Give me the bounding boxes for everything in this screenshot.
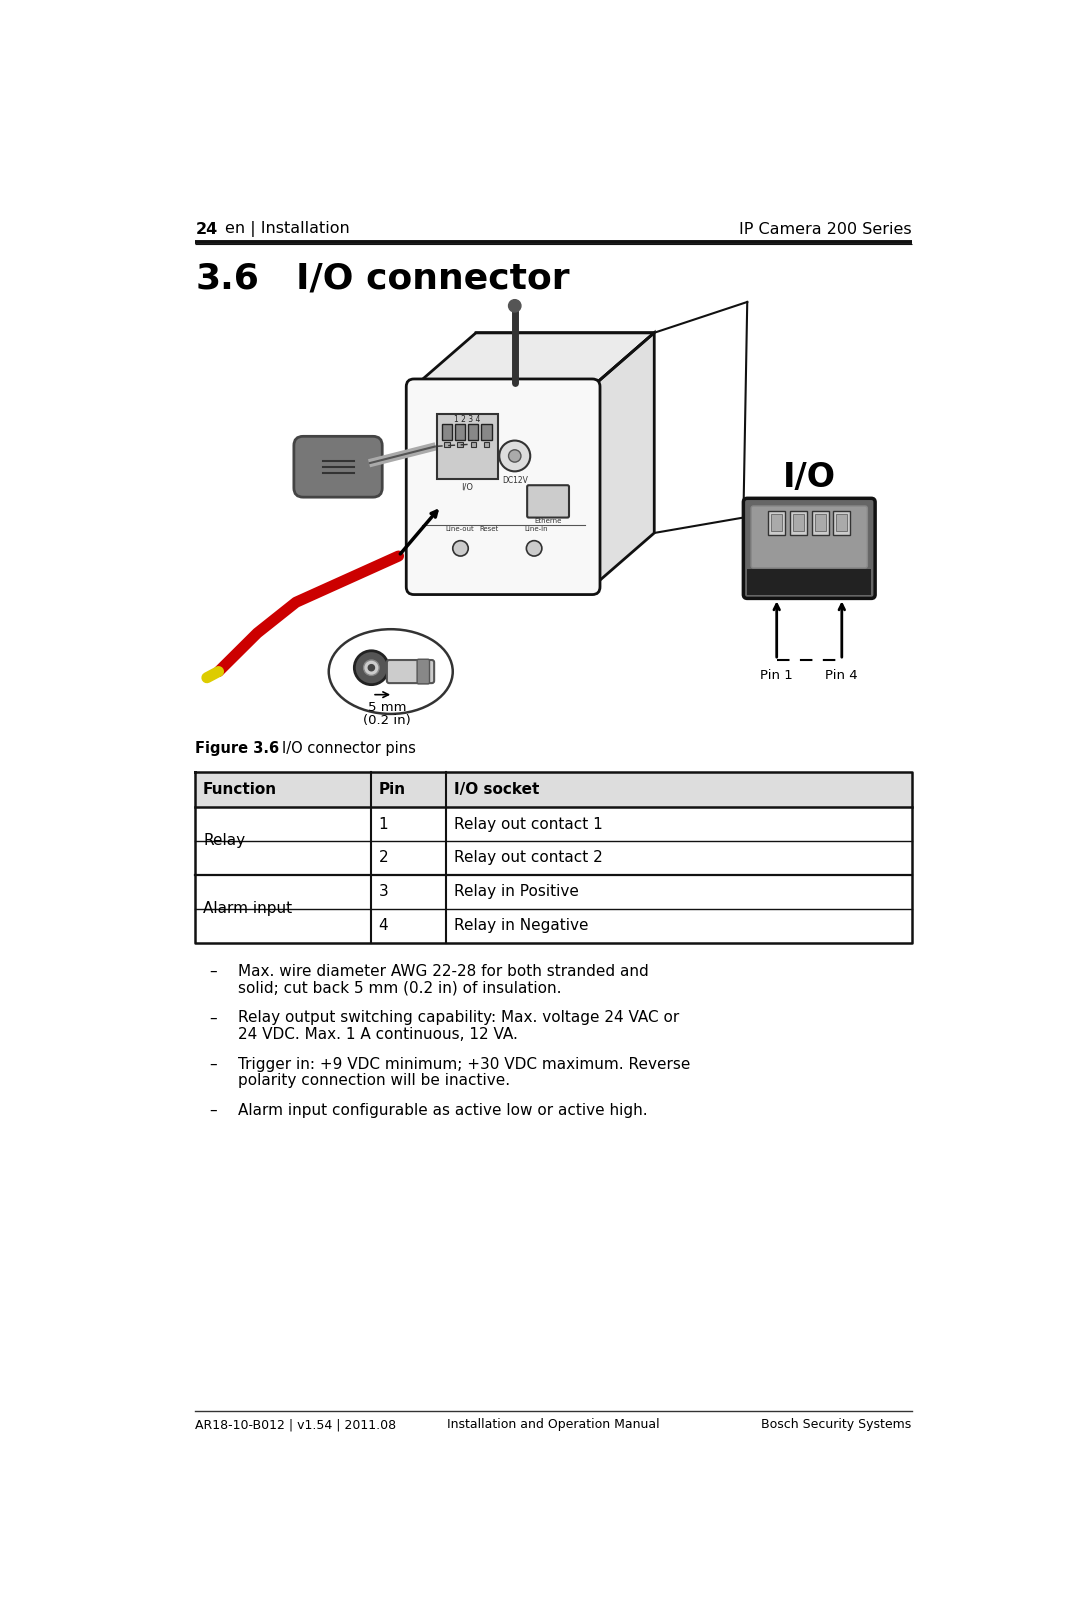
Polygon shape: [414, 333, 654, 387]
FancyBboxPatch shape: [417, 659, 430, 684]
Text: I/O socket: I/O socket: [454, 781, 539, 798]
FancyBboxPatch shape: [387, 660, 434, 683]
Text: 24 VDC. Max. 1 A continuous, 12 VA.: 24 VDC. Max. 1 A continuous, 12 VA.: [238, 1026, 517, 1042]
FancyBboxPatch shape: [751, 506, 867, 568]
Text: IP Camera 200 Series: IP Camera 200 Series: [739, 222, 912, 238]
Text: (0.2 in): (0.2 in): [363, 714, 410, 726]
Text: Alarm input configurable as active low or active high.: Alarm input configurable as active low o…: [238, 1103, 648, 1118]
Text: Figure 3.6: Figure 3.6: [195, 741, 280, 756]
Circle shape: [354, 650, 389, 684]
Bar: [444, 442, 449, 448]
Text: 5 mm: 5 mm: [367, 701, 406, 714]
Bar: [195, 772, 912, 807]
Text: –: –: [210, 1103, 217, 1118]
Bar: [768, 511, 785, 534]
Text: Line-in: Line-in: [525, 526, 549, 532]
Text: I/O connector: I/O connector: [296, 262, 569, 296]
Bar: [471, 442, 476, 448]
Text: Relay in Negative: Relay in Negative: [454, 917, 589, 934]
Text: DC12V: DC12V: [502, 476, 528, 485]
Text: Installation and Operation Manual: Installation and Operation Manual: [447, 1419, 660, 1432]
Text: 24: 24: [195, 222, 217, 238]
FancyBboxPatch shape: [743, 498, 875, 599]
Text: Etherne: Etherne: [535, 518, 562, 524]
Text: polarity connection will be inactive.: polarity connection will be inactive.: [238, 1073, 510, 1087]
Text: Relay output switching capability: Max. voltage 24 VAC or: Relay output switching capability: Max. …: [238, 1010, 679, 1026]
Bar: [484, 442, 489, 448]
Text: 2: 2: [379, 851, 388, 866]
Text: Reset: Reset: [480, 526, 499, 532]
Text: Function: Function: [203, 781, 278, 798]
Circle shape: [368, 665, 375, 671]
Bar: [789, 511, 807, 534]
Text: 1 2 3 4: 1 2 3 4: [455, 416, 481, 424]
FancyBboxPatch shape: [406, 379, 600, 594]
Bar: [482, 424, 491, 440]
Bar: [747, 568, 872, 594]
Text: I/O: I/O: [783, 461, 836, 495]
Text: AR18-10-B012 | v1.54 | 2011.08: AR18-10-B012 | v1.54 | 2011.08: [195, 1419, 396, 1432]
Text: –: –: [210, 1057, 217, 1071]
Text: Line-out: Line-out: [445, 526, 474, 532]
Ellipse shape: [328, 629, 453, 714]
Text: 3.6: 3.6: [195, 262, 259, 296]
Circle shape: [509, 299, 521, 312]
Text: 1: 1: [379, 817, 388, 832]
Bar: [793, 515, 804, 531]
Circle shape: [364, 660, 379, 675]
FancyBboxPatch shape: [294, 437, 382, 497]
Text: Pin 4: Pin 4: [825, 670, 859, 683]
Text: –: –: [210, 964, 217, 979]
Circle shape: [453, 540, 469, 557]
Bar: [437, 414, 498, 479]
Circle shape: [526, 540, 542, 557]
Bar: [836, 515, 847, 531]
Bar: [469, 424, 478, 440]
Text: I/O: I/O: [461, 482, 473, 492]
Text: Relay out contact 2: Relay out contact 2: [454, 851, 603, 866]
Bar: [455, 424, 465, 440]
Text: Relay: Relay: [203, 833, 245, 848]
Circle shape: [509, 450, 521, 463]
Text: 4: 4: [379, 917, 388, 934]
Text: solid; cut back 5 mm (0.2 in) of insulation.: solid; cut back 5 mm (0.2 in) of insulat…: [238, 981, 562, 995]
Bar: [771, 515, 782, 531]
Bar: [442, 424, 451, 440]
FancyBboxPatch shape: [527, 485, 569, 518]
Bar: [834, 511, 850, 534]
Text: Pin: Pin: [379, 781, 406, 798]
Text: Alarm input: Alarm input: [203, 901, 292, 916]
Circle shape: [499, 440, 530, 471]
Text: Pin 1: Pin 1: [760, 670, 793, 683]
Text: Relay in Positive: Relay in Positive: [454, 885, 579, 900]
Text: Relay out contact 1: Relay out contact 1: [454, 817, 603, 832]
Text: Bosch Security Systems: Bosch Security Systems: [761, 1419, 912, 1432]
Text: 3: 3: [379, 885, 389, 900]
Bar: [811, 511, 828, 534]
Text: –: –: [210, 1010, 217, 1026]
Bar: [458, 442, 463, 448]
Text: I/O connector pins: I/O connector pins: [282, 741, 416, 756]
Polygon shape: [592, 333, 654, 587]
Bar: [814, 515, 825, 531]
Text: en | Installation: en | Installation: [225, 222, 350, 238]
Bar: [195, 772, 912, 943]
Text: Trigger in: +9 VDC minimum; +30 VDC maximum. Reverse: Trigger in: +9 VDC minimum; +30 VDC maxi…: [238, 1057, 690, 1071]
Text: Max. wire diameter AWG 22-28 for both stranded and: Max. wire diameter AWG 22-28 for both st…: [238, 964, 649, 979]
